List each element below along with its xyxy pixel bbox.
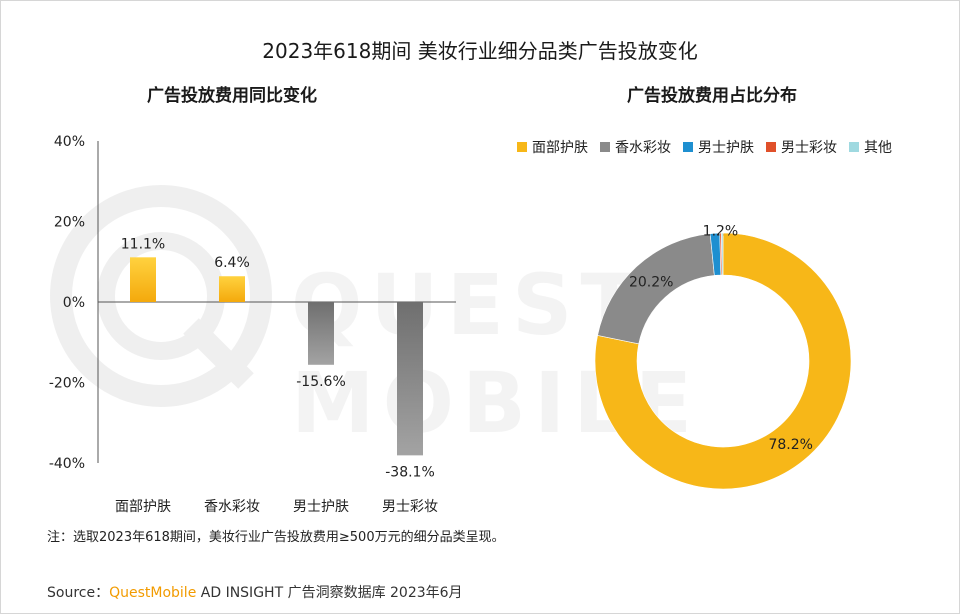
y-tick-label: 0%: [63, 295, 85, 311]
source-line: Source：QuestMobile AD INSIGHT 广告洞察数据库 20…: [47, 582, 463, 602]
legend-item: 其他: [849, 137, 892, 157]
legend-swatch: [683, 142, 693, 152]
bar-data-label: -38.1%: [385, 464, 435, 480]
bar-data-label: 6.4%: [214, 255, 250, 271]
x-category-label: 男士彩妆: [382, 499, 438, 515]
donut-legend: 面部护肤 香水彩妆 男士护肤 男士彩妆 其他: [517, 137, 892, 157]
legend-item: 男士彩妆: [766, 137, 837, 157]
x-category-label: 香水彩妆: [204, 499, 260, 515]
bar-chart-title: 广告投放费用同比变化: [147, 86, 317, 106]
legend-label: 男士护肤: [698, 140, 754, 156]
bar: [130, 257, 156, 302]
chart-main-title: 2023年618期间 美妆行业细分品类广告投放变化: [262, 39, 698, 63]
y-tick-label: 40%: [54, 134, 85, 150]
legend-label: 其他: [864, 140, 892, 156]
source-text: AD INSIGHT 广告洞察数据库 2023年6月: [196, 585, 463, 601]
y-tick-label: -40%: [49, 456, 85, 472]
legend-label: 男士彩妆: [781, 140, 837, 156]
y-tick-label: 20%: [54, 215, 85, 231]
legend-item: 面部护肤: [517, 137, 588, 157]
donut-chart-title: 广告投放费用占比分布: [627, 86, 797, 106]
legend-label: 面部护肤: [532, 140, 588, 156]
legend-label: 香水彩妆: [615, 140, 671, 156]
x-category-label: 面部护肤: [115, 499, 171, 515]
bar: [219, 276, 245, 302]
legend-swatch: [517, 142, 527, 152]
y-tick-label: -20%: [49, 376, 85, 392]
legend-swatch: [600, 142, 610, 152]
donut-data-label: 20.2%: [629, 275, 673, 291]
source-brand: QuestMobile: [109, 585, 197, 601]
legend-swatch: [766, 142, 776, 152]
donut-data-label: 1.2%: [703, 223, 739, 239]
donut-slice: [721, 232, 724, 276]
watermark-logo-icon: [50, 185, 272, 407]
donut-slice: [594, 232, 852, 490]
legend-item: 香水彩妆: [600, 137, 671, 157]
legend-swatch: [849, 142, 859, 152]
donut-data-label: 78.2%: [768, 437, 812, 453]
donut-chart: 78.2% 20.2% 1.2%: [594, 223, 852, 490]
footnote: 注：选取2023年618期间，美妆行业广告投放费用≥500万元的细分品类呈现。: [47, 530, 505, 545]
source-prefix: Source：: [47, 585, 110, 601]
bar: [308, 302, 334, 365]
bar-data-label: 11.1%: [121, 236, 165, 252]
x-category-label: 男士护肤: [293, 499, 349, 515]
bar: [397, 302, 423, 456]
legend-item: 男士护肤: [683, 137, 754, 157]
bar-chart: 40% 20% 0% -20% -40% 11.1% 面部护肤 6.4% 香水彩妆 -15.6% 男…: [49, 134, 456, 515]
bar-data-label: -15.6%: [296, 374, 346, 390]
